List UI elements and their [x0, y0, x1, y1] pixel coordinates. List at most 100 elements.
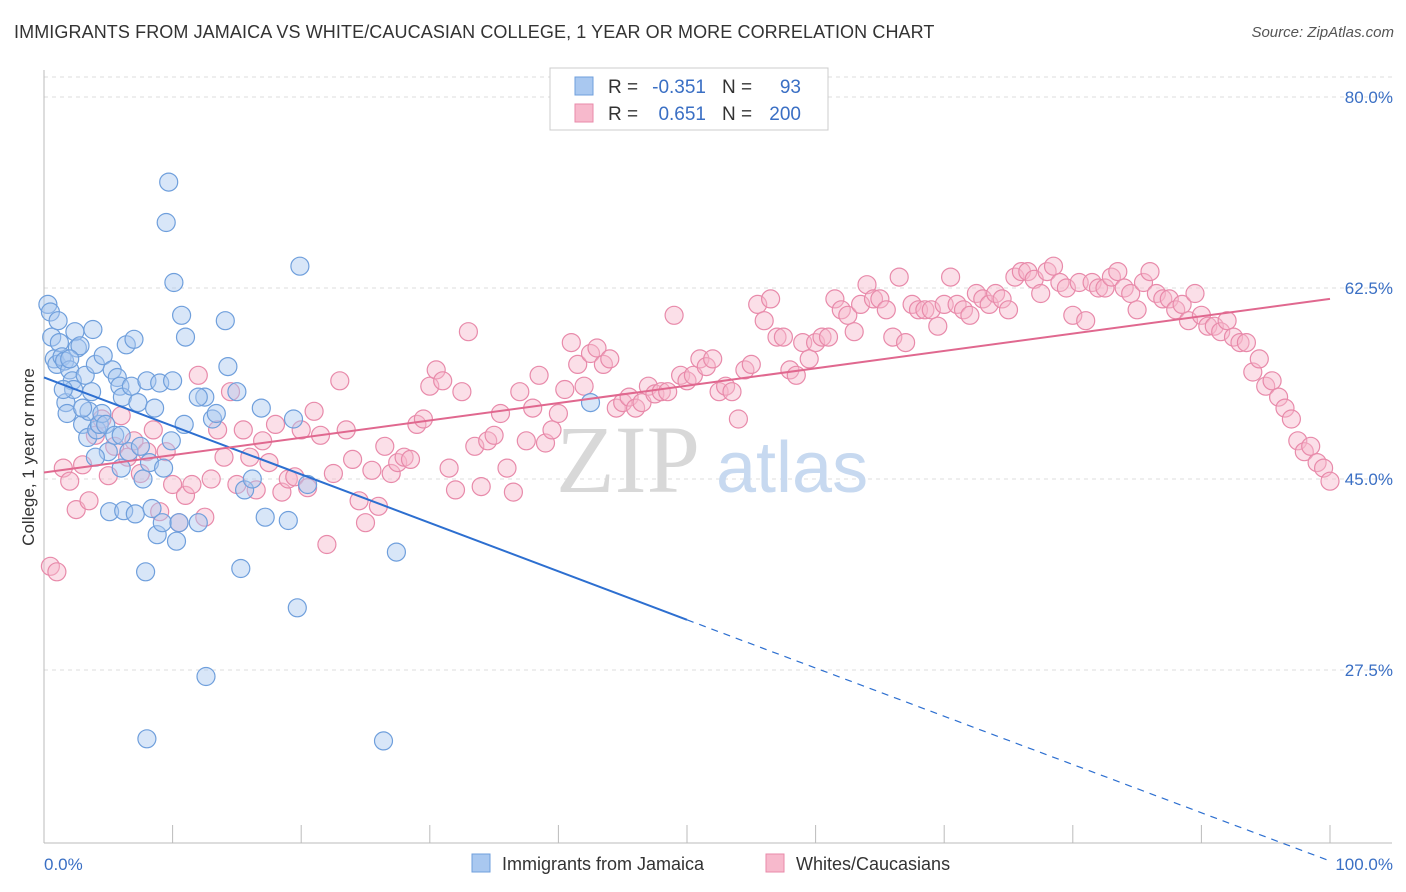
jamaica-point-6 [49, 333, 70, 353]
whites-point-16 [143, 420, 163, 440]
whites-point-170 [1133, 272, 1154, 293]
whites-point-171 [1140, 262, 1160, 282]
whites-point-53 [381, 463, 401, 484]
whites-point-143 [960, 305, 980, 325]
jamaica-point-49 [142, 498, 162, 519]
jamaica-point-65 [188, 513, 208, 533]
whites-point-136 [915, 300, 935, 320]
whites-point-122 [825, 289, 845, 309]
whites-point-134 [902, 294, 922, 314]
whites-point-173 [1153, 289, 1173, 309]
whites-point-76 [529, 365, 549, 385]
jamaica-point-89 [111, 425, 131, 445]
whites-point-56 [400, 449, 421, 469]
jamaica-point-59 [164, 272, 184, 293]
whites-point-148 [992, 289, 1012, 309]
legend-r-value-0: -0.351 [652, 77, 706, 98]
jamaica-point-41 [124, 329, 144, 349]
whites-point-103 [703, 349, 723, 369]
whites-point-112 [760, 289, 781, 309]
bottom-legend-label-whites: Whites/Caucasians [796, 854, 950, 874]
y-tick-label-2: 62.5% [1345, 279, 1393, 298]
whites-point-43 [317, 534, 337, 555]
jamaica-point-56 [159, 172, 179, 192]
whites-point-50 [362, 460, 382, 480]
whites-point-106 [722, 382, 742, 402]
whites-point-83 [574, 376, 594, 396]
whites-point-168 [1121, 283, 1141, 304]
legend-swatch-whites [574, 103, 594, 123]
jamaica-point-55 [156, 212, 176, 233]
whites-point-71 [497, 458, 517, 478]
jamaica-point-60 [166, 531, 187, 551]
jamaica-point-22 [83, 319, 103, 340]
jamaica-point-57 [161, 431, 181, 451]
jamaica-point-70 [215, 311, 235, 331]
whites-point-121 [818, 327, 839, 347]
whites-point-81 [561, 333, 581, 353]
whites-point-61 [433, 371, 453, 391]
whites-point-176 [1172, 294, 1192, 314]
whites-point-185 [1230, 333, 1250, 353]
whites-point-118 [799, 349, 819, 369]
whites-point-3 [60, 471, 80, 491]
whites-point-149 [998, 300, 1019, 320]
jamaica-point-44 [130, 436, 150, 456]
whites-point-52 [375, 436, 395, 456]
whites-point-133 [895, 333, 916, 353]
gridlines [44, 76, 1392, 671]
legend-r-value-1: 0.651 [658, 104, 706, 125]
watermark-zip: ZIP [556, 406, 700, 513]
jamaica-point-30 [99, 502, 120, 522]
whites-point-87 [600, 349, 620, 369]
jamaica-point-73 [231, 558, 251, 579]
legend-n-label-0: N = [722, 77, 752, 98]
whites-point-130 [876, 300, 896, 320]
jamaica-point-69 [206, 403, 226, 424]
whites-point-166 [1108, 262, 1128, 282]
legend-frame [549, 67, 829, 131]
jamaica-point-72 [227, 382, 247, 402]
jamaica-point-68 [195, 387, 215, 407]
whites-point-67 [471, 477, 491, 497]
whites-point-174 [1159, 289, 1179, 309]
whites-point-62 [439, 458, 459, 478]
jamaica-point-15 [67, 338, 88, 358]
whites-point-169 [1127, 300, 1147, 320]
y-tick-label-0: 27.5% [1345, 661, 1393, 680]
whites-point-192 [1275, 398, 1295, 418]
whites-point-10 [105, 436, 125, 456]
whites-point-33 [253, 431, 273, 451]
whites-point-164 [1095, 278, 1115, 298]
whites-point-129 [870, 289, 890, 309]
jamaica-point-46 [136, 562, 156, 582]
whites-point-140 [940, 267, 961, 287]
axes [43, 70, 1392, 844]
whites-point-70 [490, 403, 511, 424]
whites-point-193 [1281, 409, 1302, 429]
bottom-legend-swatch-whites [765, 853, 785, 873]
y-tick-label-3: 80.0% [1345, 88, 1393, 107]
y-tick-label-1: 45.0% [1345, 470, 1393, 489]
jamaica-point-50 [145, 398, 165, 418]
trendline-jamaica [43, 376, 688, 621]
jamaica-point-66 [196, 666, 216, 687]
whites-point-155 [1037, 262, 1057, 282]
whites-point-189 [1256, 376, 1276, 396]
whites-point-44 [323, 463, 343, 484]
whites-point-72 [503, 482, 524, 502]
whites-point-45 [330, 371, 350, 391]
whites-point-35 [265, 414, 286, 434]
legend-n-value-0: 93 [780, 77, 801, 98]
jamaica-point-43 [128, 393, 148, 413]
jamaica-point-51 [147, 525, 167, 545]
bottom-legend-label-jamaica: Immigrants from Jamaica [502, 854, 705, 874]
whites-point-125 [844, 322, 864, 342]
jamaica-point-75 [242, 469, 262, 489]
jamaica-point-62 [172, 305, 192, 325]
jamaica-point-79 [283, 409, 304, 429]
whites-point-26 [208, 420, 228, 440]
legend-swatch-jamaica [574, 76, 594, 96]
jamaica-point-32 [105, 425, 125, 445]
